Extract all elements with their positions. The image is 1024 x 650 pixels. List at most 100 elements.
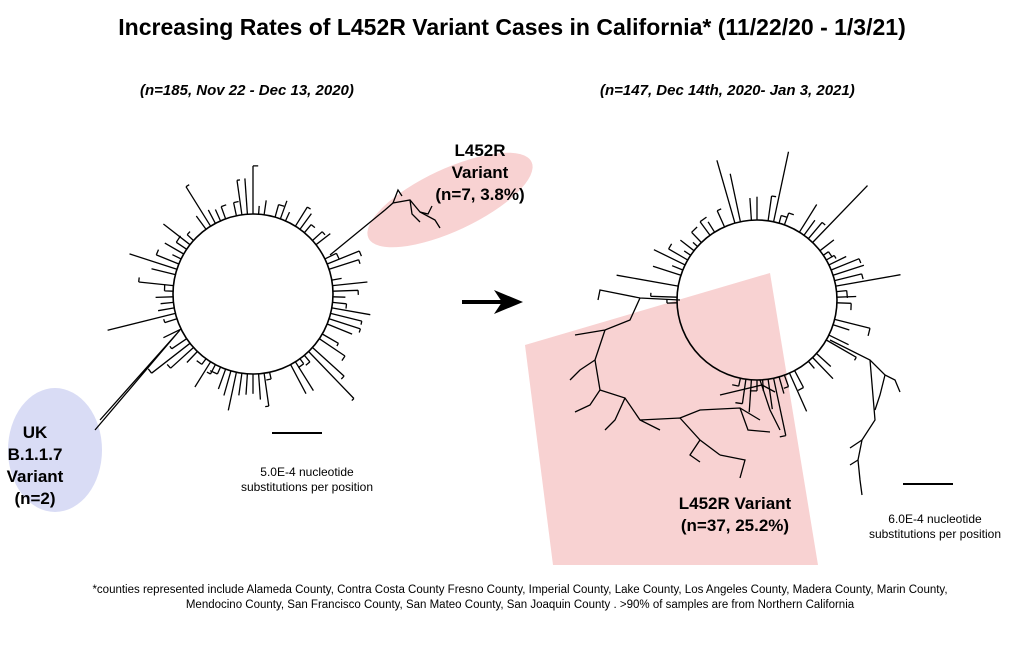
tree-branch [238,373,243,396]
tree-branch [331,307,371,316]
tree-branch [778,376,785,394]
tree-branch [749,198,753,221]
tree-branch [830,258,862,271]
tree-branch [330,312,363,325]
tree-branch [788,372,808,412]
tree-branch [321,333,339,347]
tree-branch [836,295,857,298]
tree-branch [303,224,316,234]
tree-branch [303,354,311,366]
tree-branch [299,213,312,230]
left-l452r-cluster [329,188,441,256]
tree-branch [318,338,346,361]
left-tree-circle [172,213,334,375]
tree-branch [196,358,207,365]
tree-branch [207,209,216,224]
tree-branch [155,296,174,299]
tree-branch [163,223,191,246]
tree-branch [214,209,222,222]
left-tree-branches [107,165,371,411]
tree-branch [832,324,850,331]
tree-branch [186,351,198,363]
arrow-head [494,290,523,314]
tree-branch [163,318,178,324]
left-scale-label: 5.0E-4 nucleotide substitutions per posi… [222,465,392,495]
tree-branch [772,378,787,438]
tree-branch [652,265,682,276]
footnote: *counties represented include Alameda Co… [92,584,948,611]
left-scale-label-line: substitutions per position [240,480,374,494]
tree-branch [650,292,678,298]
tree-branch [245,373,249,395]
tree-branch [616,274,679,287]
tree-branch [668,243,689,261]
tree-branch [328,318,362,333]
tree-branch [160,301,174,305]
tree-branch [798,204,818,233]
tree-branch [169,338,188,350]
right-l452r-label: L452R Variant (n=37, 25.2%) [655,493,815,537]
tree-branch [326,323,353,335]
tree-branch [294,361,314,391]
tree-branch [807,221,826,240]
tree-branch [691,226,702,243]
left-l452r-label-line: Variant [451,163,509,182]
tree-branch [279,200,288,220]
tree-branch [767,379,773,410]
tree-branch [151,268,176,276]
tree-branch [186,231,194,241]
tree-branch [163,328,182,339]
uk-label-line: Variant [6,467,64,486]
tree-branch [266,372,272,381]
tree-branch [326,250,363,265]
tree-branch [328,259,361,270]
tree-branch [290,364,307,395]
uk-highlight [8,388,102,512]
tree-branch [220,204,227,220]
tree-branch [164,242,185,255]
tree-branch [778,214,788,224]
tree-branch [794,370,805,391]
tree-branch [294,206,311,227]
tree-branch [825,339,857,361]
tree-branch [729,173,742,222]
tree-branch [217,368,227,390]
right-tree-branches [616,151,901,438]
tree-branch [835,274,901,287]
tree-branch [772,151,790,222]
tree-branch [828,255,847,266]
tree-branch [748,379,753,413]
tree-branch [157,307,175,312]
tree-branch [195,215,207,230]
left-uk-branch [94,329,181,431]
tree-branch [284,211,291,222]
tree-branch [816,353,832,367]
tree-branch [735,379,747,405]
tree-branch [324,252,340,260]
right-scale-label: 6.0E-4 nucleotide substitutions per posi… [850,512,1020,542]
tree-branch [812,357,834,380]
uk-label-line: B.1.1.7 [7,445,63,464]
tree-branch [828,334,849,346]
tree-branch [252,165,259,214]
tree-branch [803,219,816,236]
tree-branch [206,364,216,375]
tree-branch [223,370,232,396]
tree-branch [716,208,726,228]
tree-branch [155,249,180,265]
tree-branch [172,254,182,260]
tree-branch [834,273,864,282]
right-scale-label-line: 6.0E-4 nucleotide [888,512,982,526]
tree-branch [312,347,345,380]
tree-branch [263,200,267,215]
tree-branch [653,249,686,266]
tree-branch [807,360,815,369]
tree-branch [332,281,368,287]
tree-branch [825,254,837,261]
tree-branch [315,233,331,246]
tree-branch [263,373,270,408]
tree-branch [227,372,238,411]
right-l452r-clade [569,289,781,479]
tree-branch [812,185,868,243]
